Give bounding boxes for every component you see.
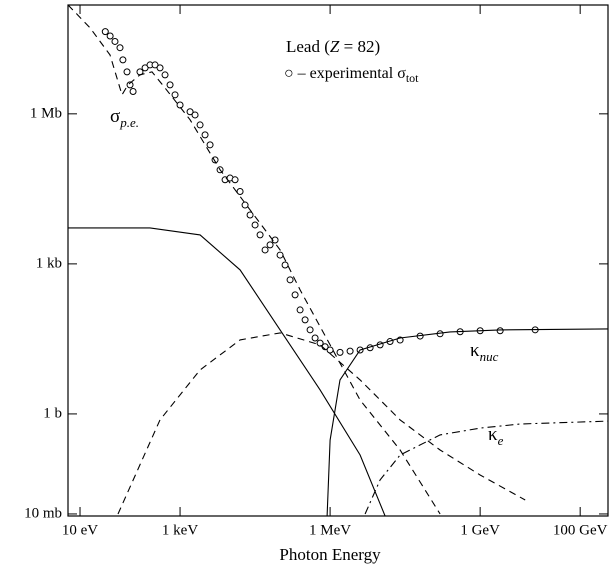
curve-label-subscript: p.e.: [119, 115, 139, 130]
data-point: [326, 346, 334, 354]
y-tick-label: 1 kb: [36, 255, 62, 271]
annotation-text: Z: [330, 37, 340, 56]
x-tick-label: 10 eV: [62, 522, 98, 538]
data-point: [301, 316, 309, 324]
y-tick-label: 1 b: [43, 405, 62, 421]
curve: [68, 227, 386, 516]
annotation-text: Lead (: [286, 37, 330, 56]
data-point: [141, 64, 149, 72]
annotation: Lead (Z = 82): [286, 37, 380, 56]
data-point: [261, 246, 269, 254]
data-point: [231, 176, 239, 184]
data-point: [156, 64, 164, 72]
data-point: [116, 44, 124, 52]
data-point: [251, 221, 259, 229]
data-point: [286, 276, 294, 284]
data-point: [296, 306, 304, 314]
data-point: [316, 339, 324, 347]
y-tick-label: 10 mb: [24, 505, 62, 521]
curve-label: κnuc: [470, 340, 499, 364]
data-point: [241, 201, 249, 209]
data-point: [176, 101, 184, 109]
data-point: [106, 32, 114, 40]
data-point: [206, 141, 214, 149]
plot-frame: [67, 4, 609, 517]
data-point: [126, 81, 134, 89]
data-point: [236, 188, 244, 196]
data-point: [196, 121, 204, 129]
data-point: [266, 241, 274, 249]
y-tick-label: 1 Mb: [30, 105, 62, 121]
data-point: [291, 291, 299, 299]
data-point: [191, 111, 199, 119]
data-point: [336, 348, 344, 356]
plot-area: [68, 5, 608, 516]
curve-label: σp.e.: [110, 106, 139, 130]
legend-entry: ○ – experimental σtot: [284, 65, 419, 85]
data-point: [306, 326, 314, 334]
data-point: [151, 61, 159, 69]
data-point: [129, 87, 137, 95]
x-tick-label: 1 MeV: [309, 522, 351, 538]
data-point: [101, 28, 109, 36]
legend-marker: ○: [284, 65, 294, 82]
curve: [364, 420, 608, 515]
curve-label: κe: [488, 424, 504, 448]
curve-label-subscript: e: [498, 433, 504, 448]
data-point: [256, 231, 264, 239]
x-tick-label: 1 keV: [162, 522, 198, 538]
data-point: [171, 91, 179, 99]
curve-label-symbol: κ: [488, 424, 498, 445]
data-point: [246, 211, 254, 219]
data-point: [276, 251, 284, 259]
data-point: [119, 56, 127, 64]
data-point: [496, 327, 504, 335]
curve: [68, 5, 441, 515]
data-point: [161, 71, 169, 79]
x-axis-label: Photon Energy: [279, 545, 381, 564]
x-tick-label: 100 GeV: [553, 522, 608, 538]
data-point: [123, 68, 131, 76]
data-point: [166, 81, 174, 89]
annotation-text: = 82): [339, 37, 380, 56]
data-point: [186, 108, 194, 116]
data-point: [346, 347, 354, 355]
legend-subscript: tot: [406, 71, 419, 85]
curve-label-subscript: nuc: [480, 349, 499, 364]
curve: [326, 328, 608, 516]
data-point: [201, 131, 209, 139]
curve-label-symbol: σ: [110, 106, 120, 127]
data-point: [311, 334, 319, 342]
data-point: [281, 261, 289, 269]
curve-label-symbol: κ: [470, 340, 480, 361]
curve: [117, 332, 526, 515]
x-tick-label: 1 GeV: [460, 522, 500, 538]
data-point: [111, 37, 119, 45]
legend-text: – experimental σ: [294, 65, 407, 82]
